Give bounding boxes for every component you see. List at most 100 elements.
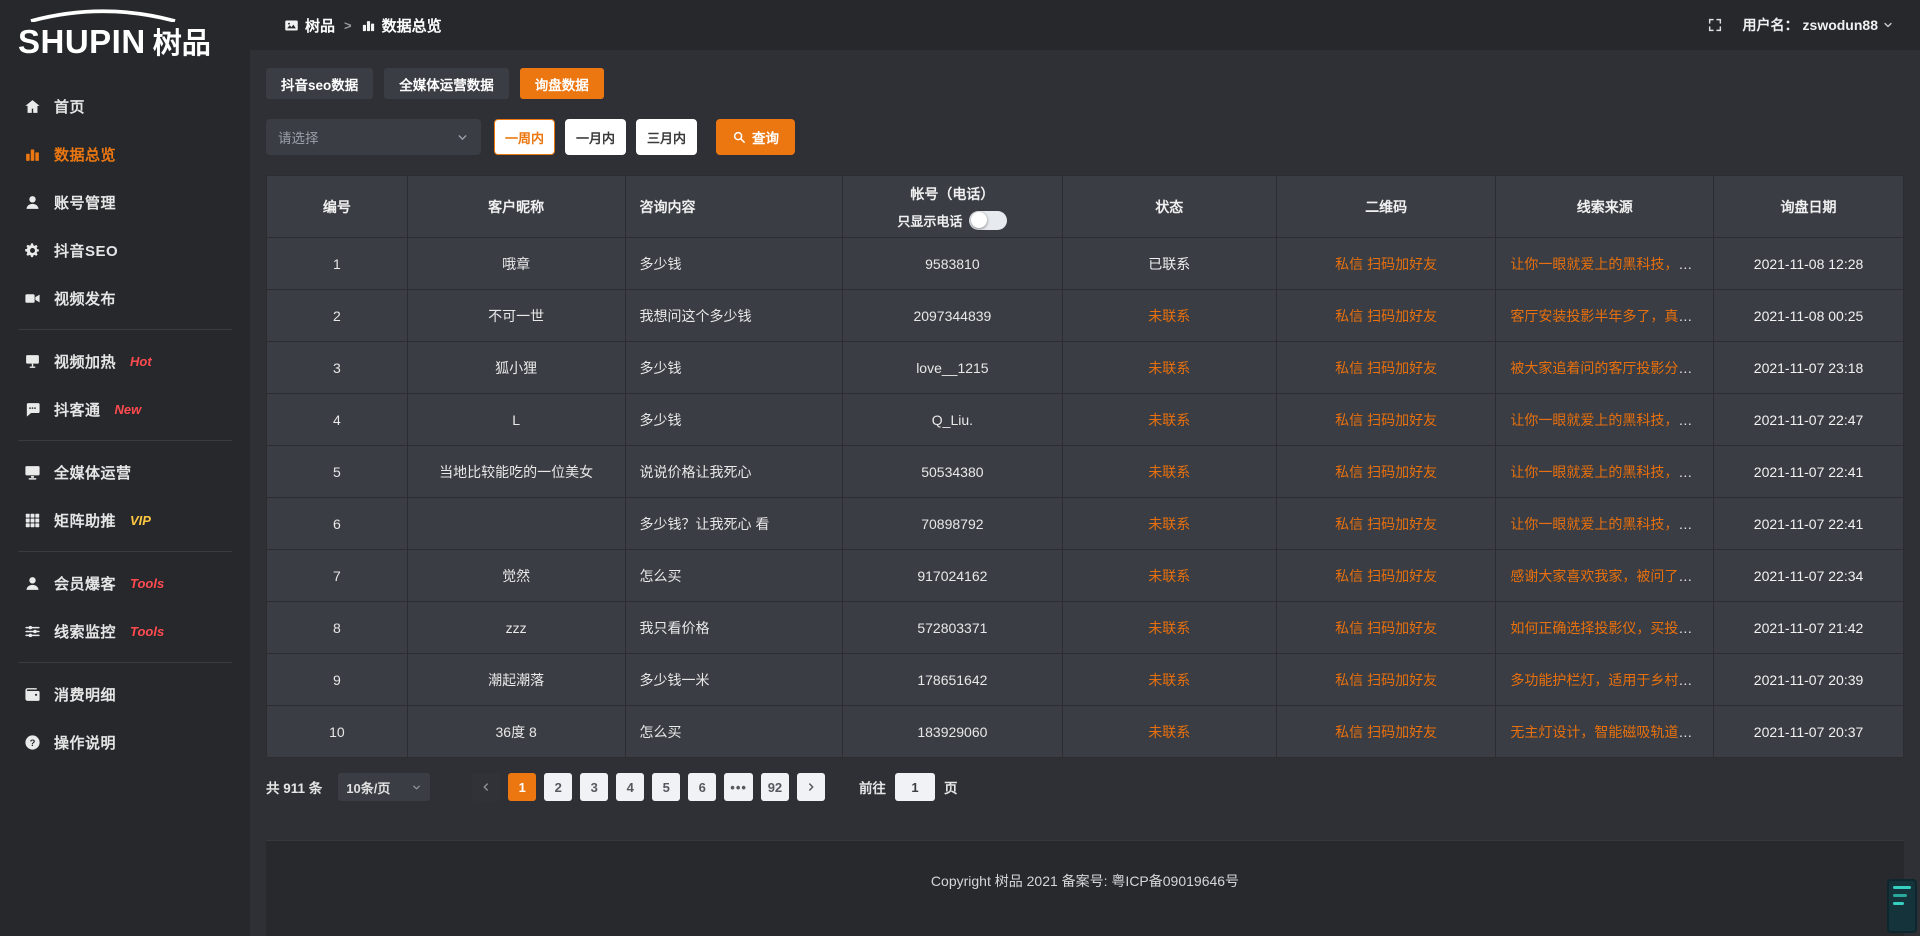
lead-source-link[interactable]: 如何正确选择投影仪，买投影... [1510,619,1705,636]
phone-only-toggle[interactable] [969,210,1008,230]
bar-chart-icon [24,146,41,163]
cell-nickname: 36度 8 [406,705,626,758]
private-message-link[interactable]: 私信 [1335,411,1364,428]
sidebar-item-抖音SEO[interactable]: 抖音SEO [0,226,250,274]
page-button-1[interactable]: 1 [508,773,537,801]
lead-source-link[interactable]: 多功能护栏灯，适用于乡村文... [1510,671,1705,688]
fullscreen-icon[interactable] [1707,17,1723,33]
cell-nickname: 狐小狸 [406,341,626,394]
sidebar-item-label: 抖客通 [54,401,101,419]
sidebar-item-首页[interactable]: 首页 [0,82,250,130]
sidebar-item-label: 矩阵助推 [54,512,117,530]
breadcrumb-item-home[interactable]: 树品 [284,15,335,36]
private-message-link[interactable]: 私信 [1335,463,1364,480]
private-message-link[interactable]: 私信 [1335,671,1364,688]
lead-source-link[interactable]: 让你一眼就爱上的黑科技，能... [1510,463,1705,480]
data-tabs: 抖音seo数据 全媒体运营数据 询盘数据 [266,68,1904,99]
cell-date: 2021-11-07 23:18 [1713,341,1904,394]
private-message-link[interactable]: 私信 [1335,619,1364,636]
status-badge: 未联系 [1061,289,1278,342]
sidebar-item-会员爆客[interactable]: 会员爆客 Tools [0,559,250,607]
page-button-2[interactable]: 2 [544,773,573,801]
scan-add-friend-link[interactable]: 扫码加好友 [1367,567,1438,584]
private-message-link[interactable]: 私信 [1335,255,1364,272]
scan-add-friend-link[interactable]: 扫码加好友 [1367,723,1438,740]
page-button-5[interactable]: 5 [652,773,681,801]
range-button-一周内[interactable]: 一周内 [494,119,556,155]
lead-source-link[interactable]: 无主灯设计，智能磁吸轨道灯... [1510,723,1705,740]
page-ellipsis[interactable]: ••• [724,773,753,801]
status-badge: 未联系 [1061,445,1278,498]
sidebar-item-全媒体运营[interactable]: 全媒体运营 [0,448,250,496]
pagination-pages: 1 2 3 4 5 6 ••• 92 [508,773,797,801]
private-message-link[interactable]: 私信 [1335,515,1364,532]
tab-全媒体运营数据[interactable]: 全媒体运营数据 [384,68,509,99]
private-message-link[interactable]: 私信 [1335,307,1364,324]
next-page-button[interactable] [796,773,825,801]
lead-source-link[interactable]: 让你一眼就爱上的黑科技，能... [1510,255,1705,272]
breadcrumb-label: 数据总览 [381,17,442,35]
cell-date: 2021-11-07 22:41 [1713,445,1904,498]
lead-source-link[interactable]: 被大家追着问的客厅投影分享... [1510,359,1705,376]
mini-player-widget[interactable] [1887,879,1917,933]
sidebar-item-消费明细[interactable]: 消费明细 [0,670,250,718]
scan-add-friend-link[interactable]: 扫码加好友 [1367,515,1438,532]
goto-suffix: 页 [943,781,958,796]
page-button-6[interactable]: 6 [688,773,717,801]
scan-add-friend-link[interactable]: 扫码加好友 [1367,255,1438,272]
page-button-92[interactable]: 92 [760,773,789,801]
cell-qrcode: 私信 扫码加好友 [1275,237,1497,290]
lead-source-link[interactable]: 让你一眼就爱上的黑科技，能... [1510,411,1705,428]
sidebar-item-视频加热[interactable]: 视频加热 Hot [0,337,250,385]
scan-add-friend-link[interactable]: 扫码加好友 [1367,671,1438,688]
lead-source-link[interactable]: 客厅安装投影半年多了，真实... [1510,307,1705,324]
cell-content: 多少钱一米 [624,653,844,706]
account-select[interactable]: 请选择 [266,119,481,155]
sidebar-item-抖客通[interactable]: 抖客通 New [0,385,250,433]
sidebar-item-操作说明[interactable]: ? 操作说明 [0,718,250,766]
tab-抖音seo数据[interactable]: 抖音seo数据 [266,68,374,99]
cell-nickname: L [406,393,626,446]
username: zswodun88 [1802,17,1878,33]
private-message-link[interactable]: 私信 [1335,723,1364,740]
page-button-4[interactable]: 4 [616,773,645,801]
breadcrumb: 树品 > 数据总览 [284,15,442,36]
lead-source-link[interactable]: 让你一眼就爱上的黑科技，能... [1510,515,1705,532]
cell-account: 183929060 [842,705,1063,758]
sidebar: SHUPIN 树品 首页 数据总览 账号管理 抖音SEO 视频发布 视频加热 Hot 抖客通 N… [0,0,250,936]
range-button-三月内[interactable]: 三月内 [636,119,698,155]
sidebar-item-账号管理[interactable]: 账号管理 [0,178,250,226]
breadcrumb-item-current[interactable]: 数据总览 [361,15,442,36]
tab-询盘数据[interactable]: 询盘数据 [519,68,604,99]
goto-page-input[interactable] [894,773,935,801]
private-message-link[interactable]: 私信 [1335,359,1364,376]
page-size-select[interactable]: 10条/页 [338,773,431,801]
goto-label: 前往 [858,781,886,796]
sidebar-item-线索监控[interactable]: 线索监控 Tools [0,607,250,655]
scan-add-friend-link[interactable]: 扫码加好友 [1367,411,1438,428]
scan-add-friend-link[interactable]: 扫码加好友 [1367,619,1438,636]
brand-name: SHUPIN [18,23,146,60]
sidebar-item-矩阵助推[interactable]: 矩阵助推 VIP [0,496,250,544]
sidebar-item-视频发布[interactable]: 视频发布 [0,274,250,322]
scan-add-friend-link[interactable]: 扫码加好友 [1367,359,1438,376]
scan-add-friend-link[interactable]: 扫码加好友 [1367,463,1438,480]
page-button-3[interactable]: 3 [580,773,609,801]
private-message-link[interactable]: 私信 [1335,567,1364,584]
sidebar-item-数据总览[interactable]: 数据总览 [0,130,250,178]
range-button-一月内[interactable]: 一月内 [565,119,627,155]
user-menu[interactable]: 用户名： zswodun88 [1743,15,1894,35]
content: 抖音seo数据 全媒体运营数据 询盘数据 请选择 一周内 一月内 三月内 查询 编号 客… [250,50,1920,936]
cell-account: 2097344839 [842,289,1063,342]
cell-account: 572803371 [842,601,1063,654]
query-button[interactable]: 查询 [716,119,796,155]
lead-source-link[interactable]: 感谢大家喜欢我家，被问了好... [1510,567,1705,584]
scan-add-friend-link[interactable]: 扫码加好友 [1367,307,1438,324]
cell-source: 无主灯设计，智能磁吸轨道灯... [1495,705,1715,758]
range-buttons: 一周内 一月内 三月内 [481,119,698,155]
prev-page-button[interactable] [472,773,501,801]
cell-qrcode: 私信 扫码加好友 [1275,445,1497,498]
search-icon [732,130,746,144]
cell-date: 2021-11-07 22:41 [1713,497,1904,550]
question-icon: ? [24,734,41,751]
